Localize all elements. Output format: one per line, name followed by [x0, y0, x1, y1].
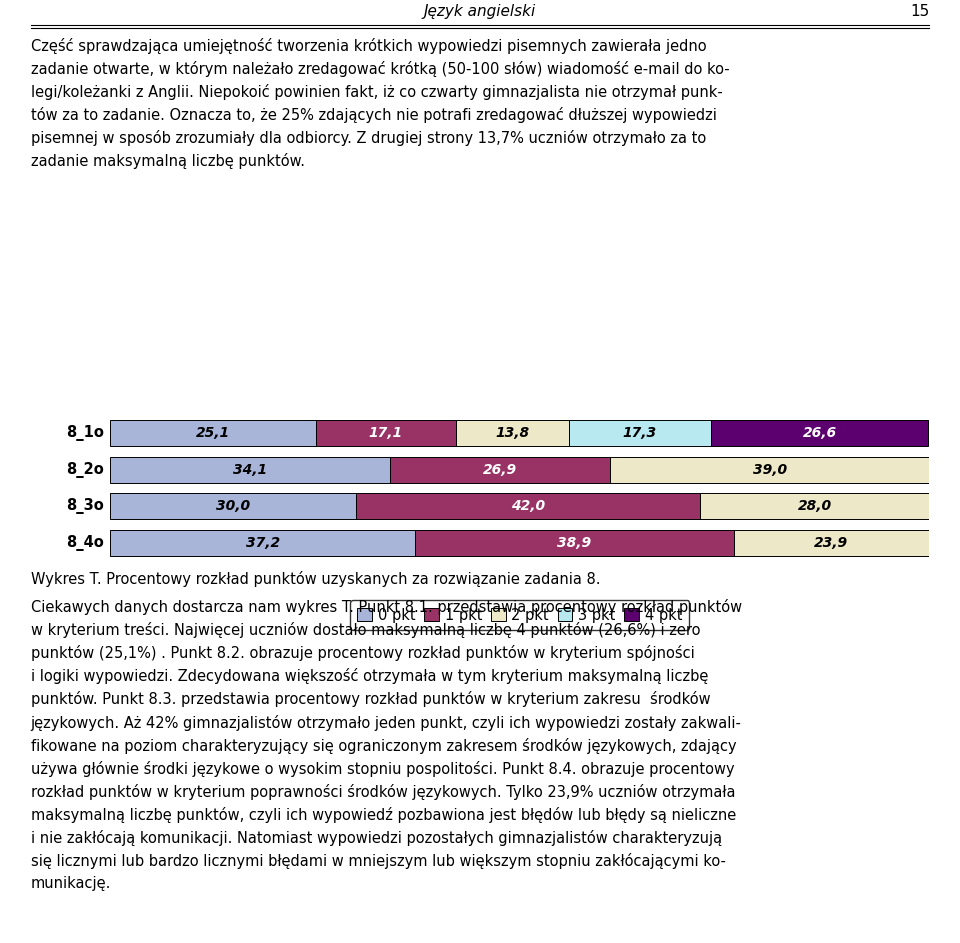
Text: 15: 15: [910, 4, 929, 19]
Text: Język angielski: Język angielski: [424, 4, 536, 19]
Text: Wykres T. Procentowy rozkład punktów uzyskanych za rozwiązanie zadania 8.: Wykres T. Procentowy rozkład punktów uzy…: [31, 571, 600, 587]
Text: 38,9: 38,9: [557, 536, 591, 550]
Bar: [415, 530, 733, 556]
Text: 28,0: 28,0: [798, 499, 831, 513]
Text: 30,0: 30,0: [216, 499, 251, 513]
Text: 34,1: 34,1: [233, 463, 267, 477]
Text: 25,1: 25,1: [196, 426, 230, 440]
Bar: [316, 420, 456, 446]
Bar: [569, 420, 710, 446]
Bar: [110, 420, 316, 446]
Bar: [110, 530, 415, 556]
Text: 13,8: 13,8: [495, 426, 530, 440]
Text: Ciekawych danych dostarcza nam wykres T. Punkt 8.1. przedstawia procentowy rozkł: Ciekawych danych dostarcza nam wykres T.…: [31, 599, 742, 891]
Text: 8_2o: 8_2o: [66, 462, 104, 478]
Text: 8_4o: 8_4o: [66, 535, 104, 551]
Bar: [110, 493, 356, 520]
Text: 23,9: 23,9: [814, 536, 849, 550]
Bar: [356, 493, 700, 520]
Text: 8_1o: 8_1o: [66, 425, 104, 441]
Bar: [456, 420, 569, 446]
Text: 17,3: 17,3: [623, 426, 657, 440]
Text: 42,0: 42,0: [511, 499, 545, 513]
Legend: 0 pkt, 1 pkt, 2 pkt, 3 pkt, 4 pkt: 0 pkt, 1 pkt, 2 pkt, 3 pkt, 4 pkt: [350, 600, 689, 630]
Bar: [610, 456, 929, 483]
Bar: [390, 456, 610, 483]
Text: 17,1: 17,1: [369, 426, 403, 440]
Bar: [710, 420, 928, 446]
Text: 8_3o: 8_3o: [66, 498, 104, 514]
Text: Część sprawdzająca umiejętność tworzenia krótkich wypowiedzi pisemnych zawierała: Część sprawdzająca umiejętność tworzenia…: [31, 38, 730, 170]
Text: 39,0: 39,0: [753, 463, 786, 477]
Bar: [733, 530, 929, 556]
Bar: [700, 493, 929, 520]
Text: 26,9: 26,9: [483, 463, 516, 477]
Bar: [110, 456, 390, 483]
Text: 26,6: 26,6: [803, 426, 836, 440]
Text: 37,2: 37,2: [246, 536, 279, 550]
